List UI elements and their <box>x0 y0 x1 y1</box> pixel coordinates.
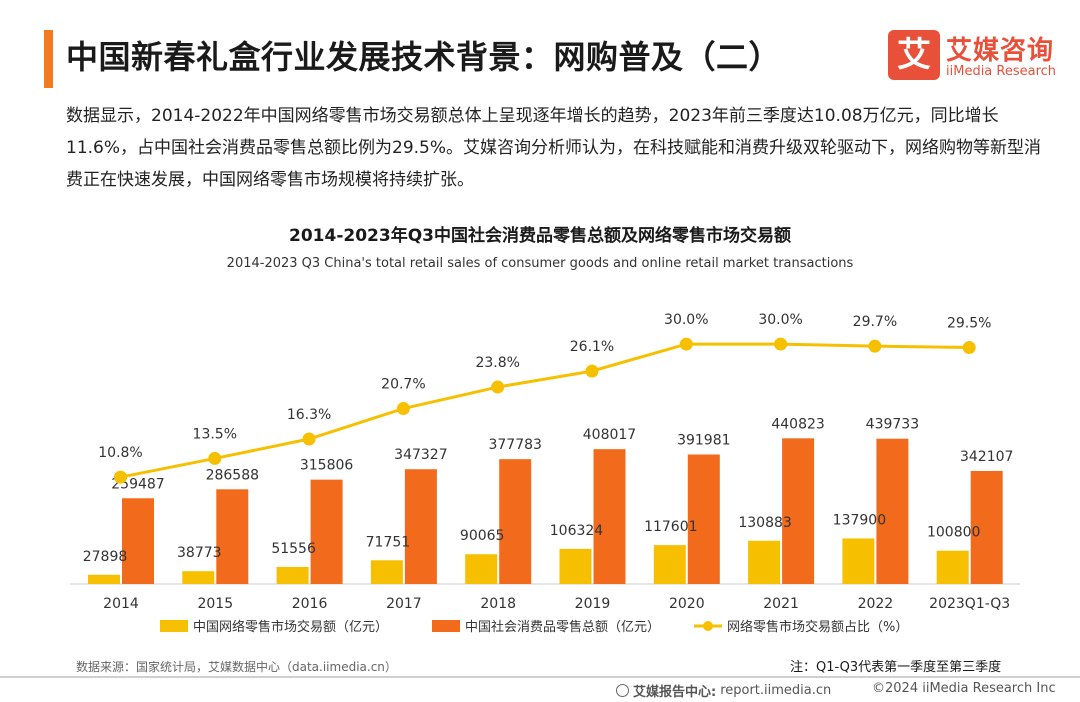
percent-label-2022: 29.7% <box>853 314 897 330</box>
value-label-total-2019: 408017 <box>583 427 636 443</box>
footer-divider <box>0 676 1080 678</box>
report-center-icon <box>616 684 629 697</box>
bar-online-2018 <box>465 554 498 584</box>
percent-point-2021 <box>774 337 788 351</box>
legend-label-percent: 网络零售市场交易额占比（%） <box>727 619 908 635</box>
value-label-total-2017: 347327 <box>394 447 447 463</box>
x-tick-label-2021: 2021 <box>763 596 799 612</box>
chart-note: 注：Q1-Q3代表第一季度至第三季度 <box>790 660 1002 675</box>
logo-mark-icon: 艾 <box>888 30 940 80</box>
percent-point-2020 <box>679 337 693 351</box>
legend-label-total: 中国社会消费品零售总额（亿元） <box>465 619 660 635</box>
bar-total-2021 <box>782 438 815 584</box>
bar-online-2021 <box>748 540 781 584</box>
x-tick-label-2017: 2017 <box>386 596 422 612</box>
x-tick-label-2023Q1-Q3: 2023Q1-Q3 <box>929 596 1010 612</box>
logo-name-en: iiMedia Research <box>946 64 1057 79</box>
footer-report-center: 艾媒报告中心: report.iimedia.cn <box>616 681 831 700</box>
value-label-online-2022: 137900 <box>833 512 886 528</box>
value-label-total-2018: 377783 <box>488 437 541 453</box>
value-label-total-2015: 286588 <box>206 467 259 483</box>
x-tick-label-2022: 2022 <box>858 596 894 612</box>
x-tick-label-2020: 2020 <box>669 596 705 612</box>
value-label-online-2015: 38773 <box>177 545 222 561</box>
percent-label-2016: 16.3% <box>287 407 331 423</box>
percent-label-2017: 20.7% <box>381 377 425 393</box>
percent-label-2021: 30.0% <box>758 312 802 328</box>
percent-label-2015: 13.5% <box>193 426 237 442</box>
value-label-online-2019: 106324 <box>550 523 604 539</box>
bar-total-2015 <box>216 489 249 584</box>
value-label-total-2016: 315806 <box>300 458 354 474</box>
bar-total-2022 <box>876 438 909 584</box>
percent-point-2015 <box>208 451 222 465</box>
bar-total-2014 <box>122 498 154 584</box>
percent-point-2019 <box>585 364 599 378</box>
x-tick-label-2015: 2015 <box>197 596 233 612</box>
bar-total-2016 <box>310 479 343 584</box>
summary-paragraph: 数据显示，2014-2022年中国网络零售市场交易额总体上呈现逐年增长的趋势，2… <box>66 106 1042 190</box>
value-label-online-2014: 27898 <box>83 549 128 565</box>
percent-point-2022 <box>868 339 882 353</box>
value-label-total-2023Q1-Q3: 342107 <box>960 449 1013 465</box>
bar-online-2014 <box>88 574 120 584</box>
x-tick-label-2014: 2014 <box>103 596 139 612</box>
bar-total-2019 <box>593 449 626 584</box>
value-label-online-2017: 71751 <box>366 534 411 550</box>
x-tick-label-2016: 2016 <box>292 596 328 612</box>
bar-online-2015 <box>182 571 215 584</box>
report-center-url[interactable]: report.iimedia.cn <box>720 683 832 698</box>
legend-swatch-total <box>432 620 460 632</box>
value-label-online-2023Q1-Q3: 100800 <box>927 525 980 541</box>
percent-point-2014 <box>114 470 127 484</box>
retail-chart: 2789825948720143877328658820155155631580… <box>70 312 1020 635</box>
bar-online-2019 <box>559 548 592 584</box>
bar-online-2020 <box>653 545 686 584</box>
value-label-total-2020: 391981 <box>677 432 730 448</box>
bar-total-2023Q1-Q3 <box>970 470 1003 584</box>
x-tick-label-2018: 2018 <box>480 596 516 612</box>
value-label-online-2020: 117601 <box>644 519 697 535</box>
percent-point-2016 <box>302 432 316 446</box>
bar-total-2018 <box>499 459 532 584</box>
logo-name-cn: 艾媒咨询 <box>946 36 1055 66</box>
percent-label-2019: 26.1% <box>570 339 614 355</box>
percent-label-2023Q1-Q3: 29.5% <box>947 316 991 332</box>
bar-online-2022 <box>842 538 875 584</box>
percent-point-2017 <box>396 402 410 416</box>
data-source: 数据来源：国家统计局，艾媒数据中心（data.iimedia.cn） <box>76 660 397 674</box>
chart-subtitle: 2014-2023 Q3 China's total retail sales … <box>226 256 854 271</box>
value-label-online-2018: 90065 <box>460 528 505 544</box>
value-label-total-2022: 439733 <box>866 417 919 433</box>
value-label-online-2016: 51556 <box>271 541 316 557</box>
percent-line <box>120 342 970 479</box>
title-accent-bar <box>44 30 53 88</box>
value-label-online-2021: 130883 <box>738 515 791 531</box>
bar-online-2016 <box>276 566 309 584</box>
value-label-total-2021: 440823 <box>771 416 824 432</box>
percent-label-2020: 30.0% <box>664 312 708 328</box>
percent-point-2018 <box>491 380 505 394</box>
percent-label-2014: 10.8% <box>98 445 142 461</box>
page-title: 中国新春礼盒行业发展技术背景：网购普及（二） <box>66 38 782 76</box>
bar-total-2020 <box>687 454 720 584</box>
bar-total-2017 <box>404 469 437 584</box>
bar-online-2023Q1-Q3 <box>936 550 969 584</box>
bar-online-2017 <box>370 560 403 584</box>
legend-swatch-online <box>160 620 188 632</box>
brand-logo: 艾 艾媒咨询 iiMedia Research <box>888 30 1068 82</box>
legend-label-online: 中国网络零售市场交易额（亿元） <box>193 619 388 635</box>
footer-copyright: ©2024 iiMedia Research Inc <box>872 681 1056 696</box>
x-tick-label-2019: 2019 <box>575 596 611 612</box>
report-center-label: 艾媒报告中心: <box>633 685 717 700</box>
legend-point-percent <box>703 621 713 631</box>
chart-title: 2014-2023年Q3中国社会消费品零售总额及网络零售市场交易额 <box>289 226 791 246</box>
percent-label-2018: 23.8% <box>475 355 519 371</box>
percent-point-2023Q1-Q3 <box>962 341 976 355</box>
logo-mark-glyph: 艾 <box>897 35 931 75</box>
